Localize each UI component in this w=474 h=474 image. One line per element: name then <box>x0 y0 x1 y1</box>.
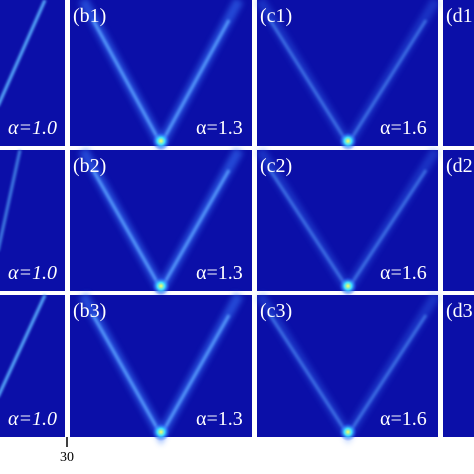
panel-alpha: α=1.3 <box>196 408 243 430</box>
panel-label: (b2) <box>73 155 106 177</box>
panel-alpha: α=1.6 <box>380 262 427 284</box>
panel-label: (d3 <box>446 300 473 322</box>
focus-spot <box>339 423 357 441</box>
panel <box>0 0 65 146</box>
beam <box>0 0 47 106</box>
focus-spot <box>339 132 357 150</box>
panel <box>443 0 474 146</box>
panel-alpha: α=1.0 <box>8 117 57 139</box>
focus-spot <box>339 277 357 295</box>
beam <box>0 294 47 397</box>
panel-label: (d1 <box>446 5 473 27</box>
panel <box>257 295 438 437</box>
focus-spot <box>152 277 170 295</box>
panel-alpha: α=1.6 <box>380 408 427 430</box>
panel <box>257 150 438 291</box>
panel-alpha: α=1.0 <box>8 262 57 284</box>
axis-tick-label: 30 <box>60 450 74 465</box>
panel-label: (c3) <box>260 300 292 322</box>
panel <box>443 295 474 437</box>
panel-label: (c2) <box>260 155 292 177</box>
panel-alpha: α=1.6 <box>380 117 427 139</box>
panel <box>0 150 65 291</box>
panel-alpha: α=1.3 <box>196 262 243 284</box>
panel-label: (b1) <box>73 5 106 27</box>
beam <box>0 149 22 249</box>
panel-label: (b3) <box>73 300 106 322</box>
panel-label: (d2 <box>446 155 473 177</box>
focus-spot <box>152 132 170 150</box>
panel-label: (c1) <box>260 5 292 27</box>
panel <box>443 150 474 291</box>
panel-alpha: α=1.0 <box>8 408 57 430</box>
panel <box>257 0 438 146</box>
focus-spot <box>152 423 170 441</box>
panel-alpha: α=1.3 <box>196 117 243 139</box>
